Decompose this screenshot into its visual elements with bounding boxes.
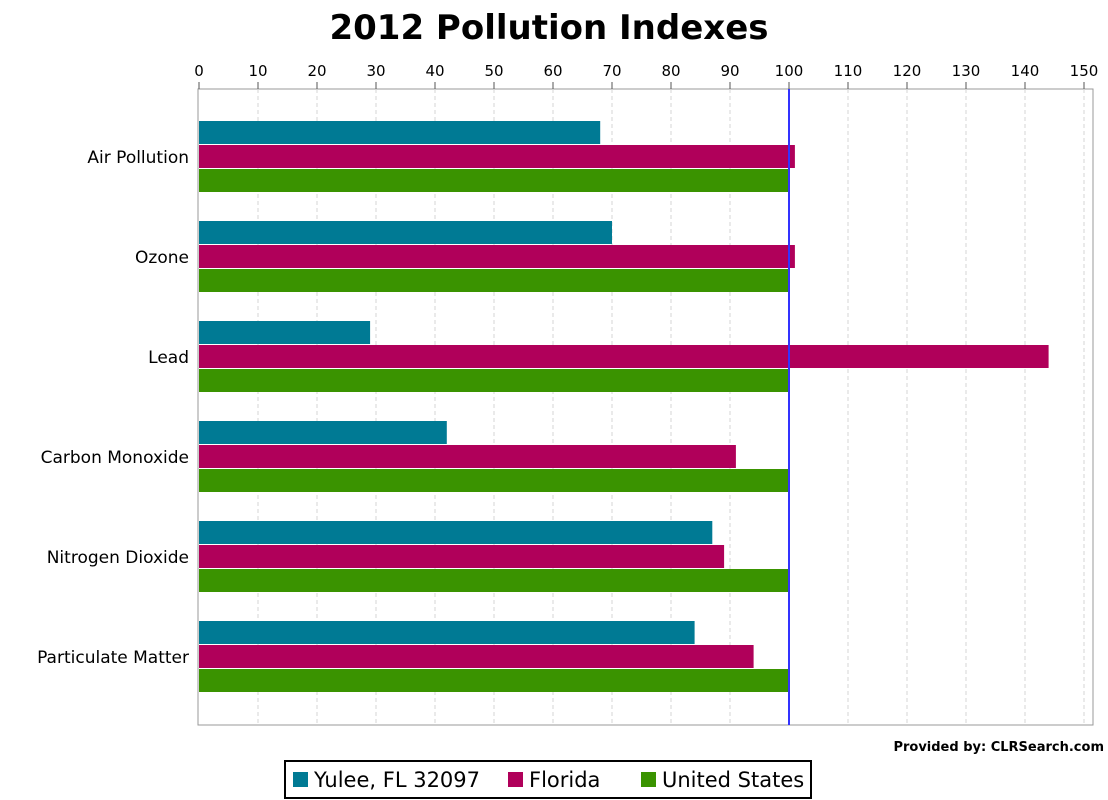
tick-label: 80: [661, 62, 680, 80]
category-label: Carbon Monoxide: [41, 448, 189, 468]
bar: [199, 345, 1049, 368]
credit-text: Provided by: CLRSearch.com: [893, 740, 1104, 755]
bar: [199, 145, 795, 168]
category-label: Ozone: [135, 248, 189, 268]
legend: [284, 760, 812, 799]
bar: [199, 469, 789, 492]
legend-swatch: [641, 772, 656, 787]
tick-label: 0: [194, 62, 204, 80]
tick-label: 70: [602, 62, 621, 80]
bar: [199, 669, 789, 692]
tick-label: 10: [248, 62, 267, 80]
chart-title: 2012 Pollution Indexes: [329, 8, 768, 48]
bar: [199, 421, 447, 444]
legend-swatch: [508, 772, 523, 787]
bar: [199, 321, 371, 344]
legend-swatch: [293, 772, 308, 787]
legend-label: United States: [662, 768, 804, 792]
tick-label: 130: [952, 62, 981, 80]
tick-label: 20: [307, 62, 326, 80]
bar: [199, 621, 695, 644]
tick-label: 90: [720, 62, 739, 80]
tick-label: 120: [893, 62, 922, 80]
bar: [199, 221, 612, 244]
category-label: Nitrogen Dioxide: [47, 548, 189, 568]
bar: [199, 245, 795, 268]
legend-label: Florida: [529, 768, 600, 792]
legend-items: Yulee, FL 32097 Florida United States: [293, 768, 804, 792]
bar: [199, 521, 713, 544]
tick-label: 110: [834, 62, 863, 80]
tick-label: 100: [775, 62, 804, 80]
legend-label: Yulee, FL 32097: [313, 768, 480, 792]
tick-label: 150: [1070, 62, 1099, 80]
category-label: Particulate Matter: [37, 648, 189, 668]
bar: [199, 569, 789, 592]
bar: [199, 645, 754, 668]
category-label: Lead: [148, 348, 189, 368]
bar: [199, 269, 789, 292]
x-axis-ticks: 0 10 20 30 40 50 60 70 80 90 100 110 120 130 140 150: [194, 62, 1098, 89]
bars: [199, 121, 1049, 692]
plot-area: [197, 88, 1094, 726]
tick-label: 40: [425, 62, 444, 80]
gridlines: [257, 89, 1085, 725]
tick-label: 30: [366, 62, 385, 80]
bar: [199, 169, 789, 192]
bar: [199, 445, 736, 468]
bar: [199, 369, 789, 392]
tick-label: 50: [484, 62, 503, 80]
bar: [199, 121, 601, 144]
tick-label: 60: [543, 62, 562, 80]
category-labels: Air Pollution Ozone Lead Carbon Monoxide Nit…: [37, 148, 189, 668]
bar: [199, 545, 725, 568]
category-label: Air Pollution: [87, 148, 189, 168]
tick-label: 140: [1011, 62, 1040, 80]
